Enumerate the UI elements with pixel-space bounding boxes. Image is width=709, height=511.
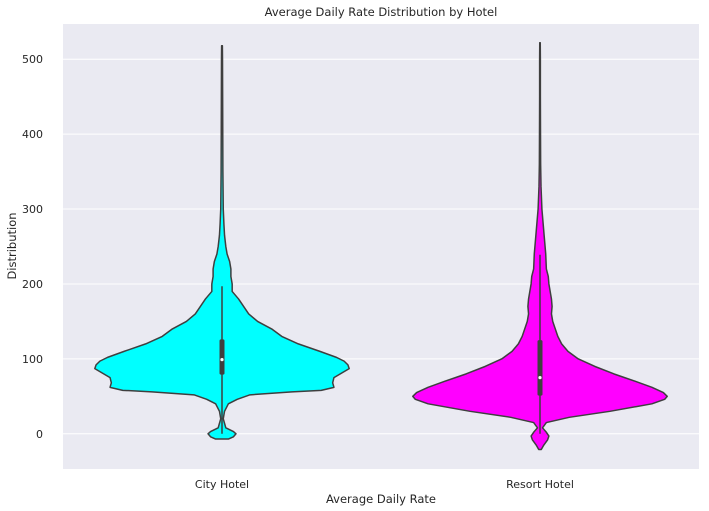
chart-title: Average Daily Rate Distribution by Hotel bbox=[265, 5, 498, 19]
violin-body bbox=[94, 44, 350, 440]
violin-body bbox=[412, 41, 668, 451]
violin-median-marker bbox=[538, 376, 542, 380]
violin-iqr-box bbox=[219, 339, 225, 375]
x-tick-label: City Hotel bbox=[195, 478, 249, 491]
violin-iqr-box bbox=[537, 340, 543, 396]
y-tick-label: 0 bbox=[36, 428, 43, 441]
y-tick-label: 300 bbox=[22, 203, 43, 216]
x-tick-label: Resort Hotel bbox=[506, 478, 574, 491]
violin-median-marker bbox=[220, 358, 224, 362]
y-tick-label: 400 bbox=[22, 128, 43, 141]
y-tick-labels: 0 100 200 300 400 500 bbox=[22, 53, 43, 441]
y-tick-label: 200 bbox=[22, 278, 43, 291]
y-tick-label: 100 bbox=[22, 353, 43, 366]
x-axis-label: Average Daily Rate bbox=[326, 492, 436, 506]
y-tick-label: 500 bbox=[22, 53, 43, 66]
violins bbox=[94, 41, 668, 451]
x-tick-labels: City Hotel Resort Hotel bbox=[195, 478, 574, 491]
y-axis-label: Distribution bbox=[5, 212, 19, 279]
